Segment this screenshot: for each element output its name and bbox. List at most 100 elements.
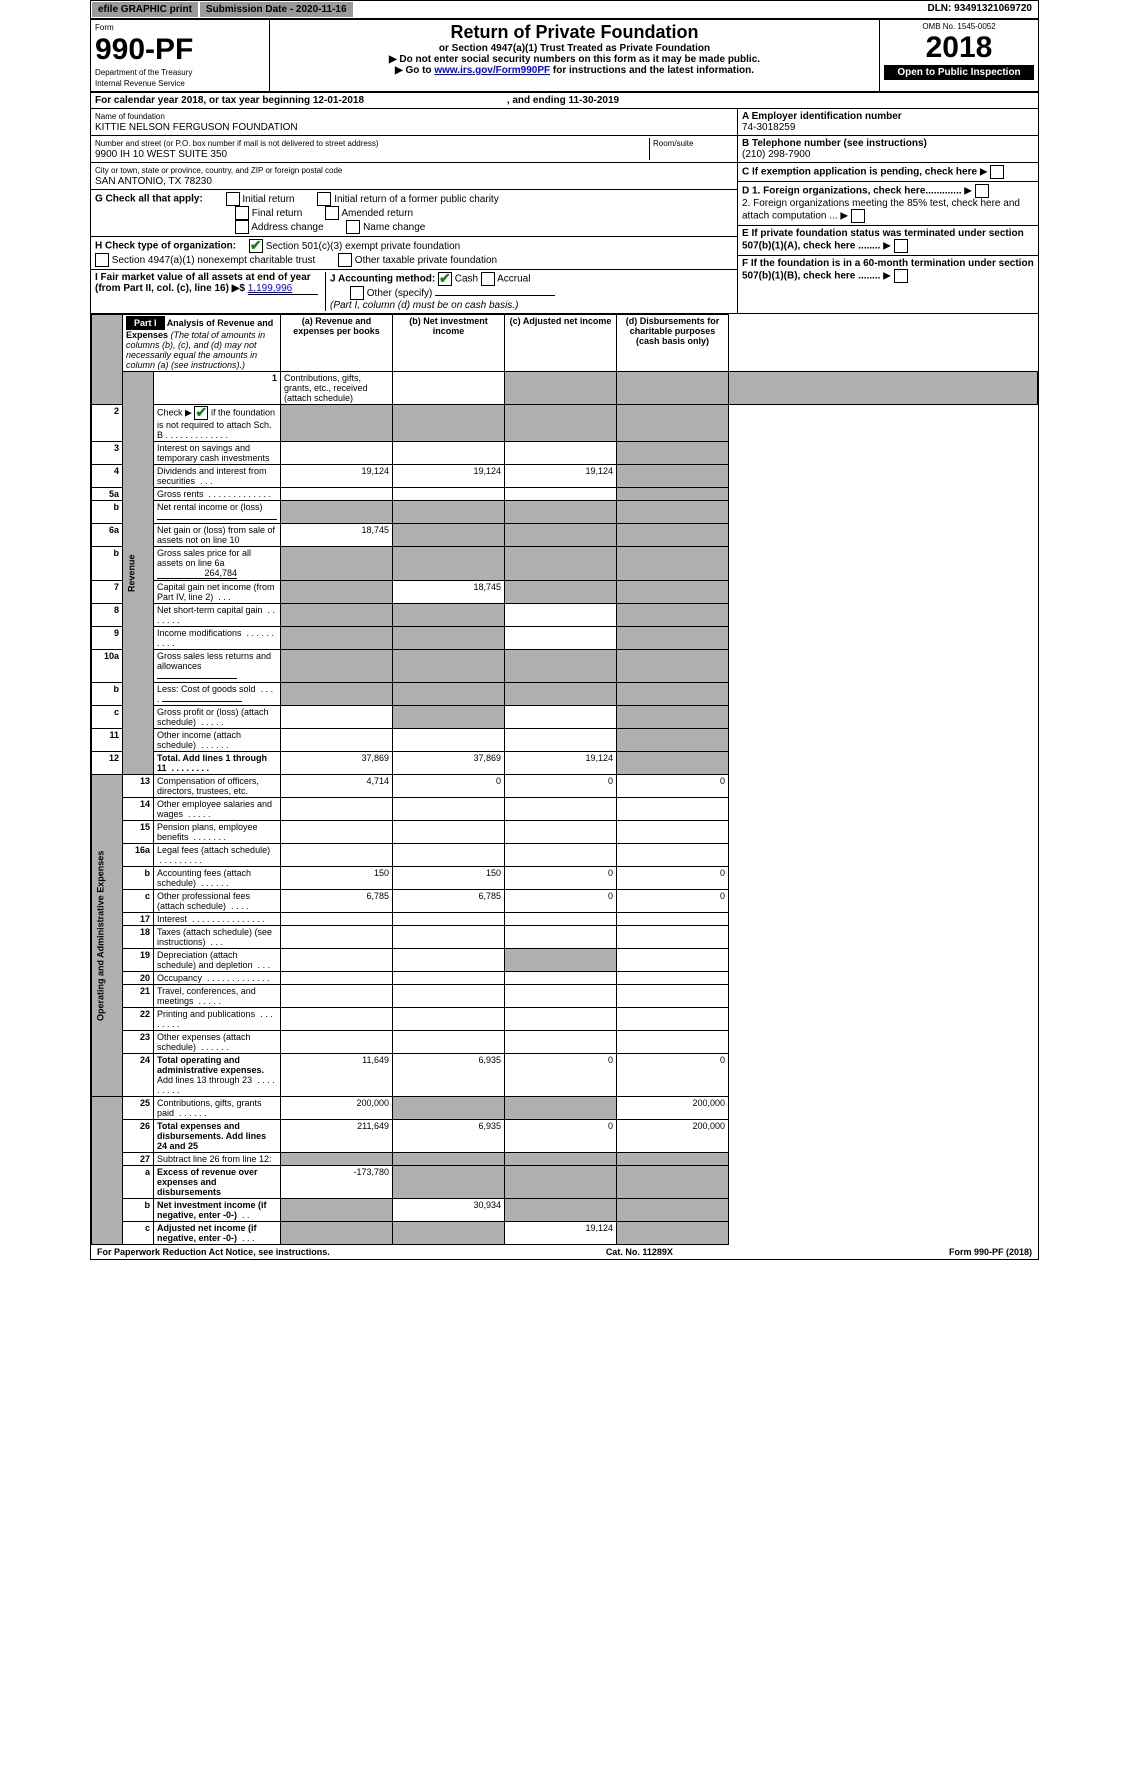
line24-a: 11,649 <box>281 1054 393 1097</box>
dept-label: Department of the Treasury <box>95 68 192 77</box>
line4-b: 19,124 <box>393 465 505 488</box>
name-change-checkbox[interactable] <box>346 220 360 234</box>
irs-label: Internal Revenue Service <box>95 79 185 88</box>
line26-label: Total expenses and disbursements. Add li… <box>154 1120 281 1153</box>
line16c-c: 0 <box>505 890 617 913</box>
initial-return-label: Initial return <box>242 194 294 205</box>
form-number: 990-PF <box>95 33 193 66</box>
goto-prefix: ▶ Go to <box>395 65 434 76</box>
cal-begin: For calendar year 2018, or tax year begi… <box>95 95 364 106</box>
line20-label: Occupancy . . . . . . . . . . . . . <box>154 972 281 985</box>
ssn-warning: ▶ Do not enter social security numbers o… <box>274 54 875 65</box>
line13-a: 4,714 <box>281 775 393 798</box>
irs-link[interactable]: www.irs.gov/Form990PF <box>434 65 550 76</box>
final-return-checkbox[interactable] <box>235 206 249 220</box>
form-title: Return of Private Foundation <box>274 22 875 43</box>
line7-b: 18,745 <box>393 581 505 604</box>
cat-no: Cat. No. 11289X <box>606 1247 673 1257</box>
f-checkbox[interactable] <box>894 269 908 283</box>
initial-former-checkbox[interactable] <box>317 192 331 206</box>
accrual-label: Accrual <box>497 274 530 285</box>
col-a-header: (a) Revenue and expenses per books <box>281 315 393 372</box>
line27b-b: 30,934 <box>393 1199 505 1222</box>
initial-return-checkbox[interactable] <box>226 192 240 206</box>
omb-number: OMB No. 1545-0052 <box>884 22 1034 31</box>
address: 9900 IH 10 WEST SUITE 350 <box>95 149 227 160</box>
amended-return-checkbox[interactable] <box>325 206 339 220</box>
line25-d: 200,000 <box>617 1097 729 1120</box>
city-label: City or town, state or province, country… <box>95 166 342 175</box>
line14-label: Other employee salaries and wages . . . … <box>154 798 281 821</box>
cal-end: , and ending 11-30-2019 <box>507 95 619 106</box>
phone-label: B Telephone number (see instructions) <box>742 138 927 149</box>
line12-label: Total. Add lines 1 through 11 . . . . . … <box>154 752 281 775</box>
line19-label: Depreciation (attach schedule) and deple… <box>154 949 281 972</box>
line10a-label: Gross sales less returns and allowances <box>154 650 281 683</box>
address-change-checkbox[interactable] <box>235 220 249 234</box>
e-checkbox[interactable] <box>894 239 908 253</box>
line16c-d: 0 <box>617 890 729 913</box>
col-c-header: (c) Adjusted net income <box>505 315 617 372</box>
pra-notice: For Paperwork Reduction Act Notice, see … <box>97 1247 330 1257</box>
line24-d: 0 <box>617 1054 729 1097</box>
line24-label: Total operating and administrative expen… <box>154 1054 281 1097</box>
e-label: E If private foundation status was termi… <box>742 228 1024 252</box>
line10b-label: Less: Cost of goods sold . . . . <box>154 683 281 706</box>
j-note: (Part I, column (d) must be on cash basi… <box>330 300 518 311</box>
initial-former-label: Initial return of a former public charit… <box>334 194 499 205</box>
line25-label: Contributions, gifts, grants paid . . . … <box>154 1097 281 1120</box>
d1-checkbox[interactable] <box>975 184 989 198</box>
fmv-value: 1,199,996 <box>248 283 318 295</box>
line25-a: 200,000 <box>281 1097 393 1120</box>
efile-print-button[interactable]: efile GRAPHIC print <box>92 2 198 17</box>
other-taxable-checkbox[interactable] <box>338 253 352 267</box>
form-ref: Form 990-PF (2018) <box>949 1247 1032 1257</box>
line6a-label: Net gain or (loss) from sale of assets n… <box>154 524 281 547</box>
line18-label: Taxes (attach schedule) (see instruction… <box>154 926 281 949</box>
4947-checkbox[interactable] <box>95 253 109 267</box>
line24-b: 6,935 <box>393 1054 505 1097</box>
room-label: Room/suite <box>653 139 693 148</box>
d1-label: D 1. Foreign organizations, check here..… <box>742 186 962 197</box>
schb-checkbox[interactable] <box>194 406 208 420</box>
line26-b: 6,935 <box>393 1120 505 1153</box>
top-header: efile GRAPHIC print Submission Date - 20… <box>91 1 1038 20</box>
line16b-d: 0 <box>617 867 729 890</box>
line26-d: 200,000 <box>617 1120 729 1153</box>
d2-label: 2. Foreign organizations meeting the 85%… <box>742 198 1020 222</box>
line24-c: 0 <box>505 1054 617 1097</box>
other-method-label: Other (specify) <box>367 288 433 299</box>
page-footer: For Paperwork Reduction Act Notice, see … <box>91 1245 1038 1259</box>
cash-checkbox[interactable] <box>438 272 452 286</box>
line12-c: 19,124 <box>505 752 617 775</box>
line13-c: 0 <box>505 775 617 798</box>
line16a-label: Legal fees (attach schedule) . . . . . .… <box>154 844 281 867</box>
address-change-label: Address change <box>251 222 323 233</box>
c-checkbox[interactable] <box>990 165 1004 179</box>
line12-b: 37,869 <box>393 752 505 775</box>
line27a-a: -173,780 <box>281 1166 393 1199</box>
line16b-a: 150 <box>281 867 393 890</box>
line9-label: Income modifications . . . . . . . . . . <box>154 627 281 650</box>
dln: DLN: 93491321069720 <box>921 1 1038 18</box>
line22-label: Printing and publications . . . . . . . … <box>154 1008 281 1031</box>
line1-label: Contributions, gifts, grants, etc., rece… <box>281 372 393 405</box>
501c3-checkbox[interactable] <box>249 239 263 253</box>
line5a-label: Gross rents . . . . . . . . . . . . . <box>154 488 281 501</box>
part1-label: Part I <box>126 316 165 330</box>
line16c-b: 6,785 <box>393 890 505 913</box>
line26-a: 211,649 <box>281 1120 393 1153</box>
form-subtitle: or Section 4947(a)(1) Trust Treated as P… <box>274 43 875 54</box>
expenses-side-label: Operating and Administrative Expenses <box>92 775 123 1097</box>
line4-label: Dividends and interest from securities .… <box>154 465 281 488</box>
cash-label: Cash <box>455 274 478 285</box>
city: SAN ANTONIO, TX 78230 <box>95 176 212 187</box>
accrual-checkbox[interactable] <box>481 272 495 286</box>
other-method-checkbox[interactable] <box>350 286 364 300</box>
name-label: Name of foundation <box>95 112 165 121</box>
d2-checkbox[interactable] <box>851 209 865 223</box>
line26-c: 0 <box>505 1120 617 1153</box>
form-header: Form 990-PF Department of the Treasury I… <box>91 20 1038 93</box>
line5b-label: Net rental income or (loss) <box>154 501 281 524</box>
line2-label: Check ▶ if the foundation is not require… <box>154 405 281 442</box>
